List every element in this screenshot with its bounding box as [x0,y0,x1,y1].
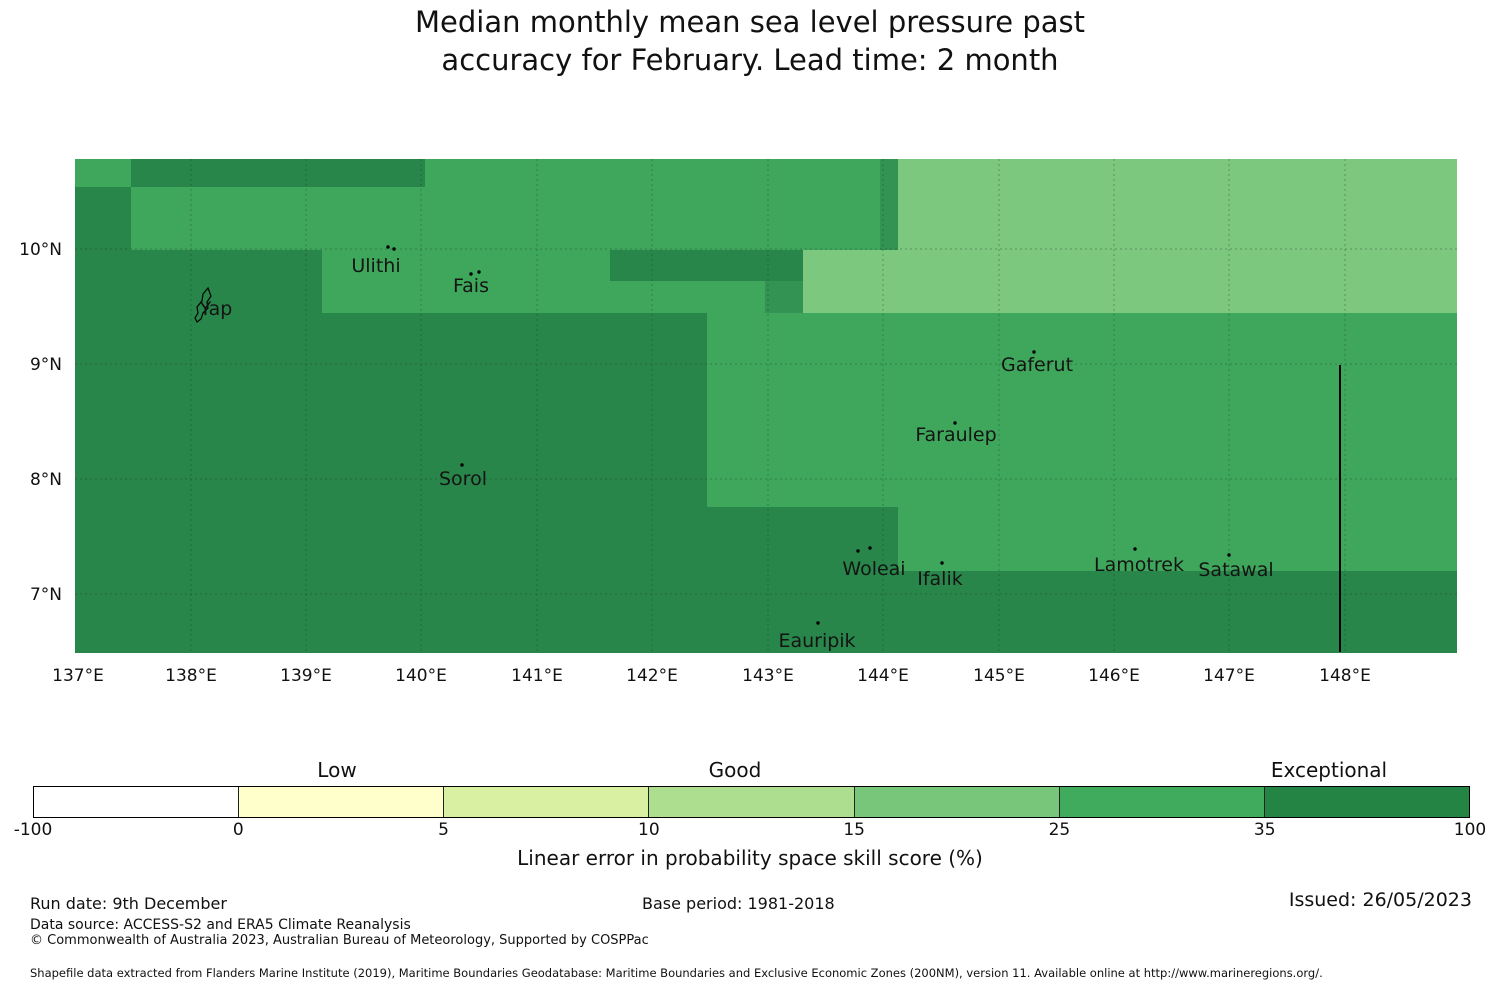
island-marker-dot [953,421,957,425]
base-period-text: Base period: 1981-2018 [642,894,835,913]
y-axis-tick-label: 10°N [19,240,62,260]
colorbar-label-good: Good [708,758,762,782]
skill-region [425,159,880,187]
island-label-gaferut: Gaferut [1001,354,1073,376]
skill-region [610,281,765,313]
island-marker-dot [856,549,860,553]
island-marker-dot [460,463,464,467]
island-marker-dot [1133,547,1137,551]
island-marker-dot [392,247,396,251]
colorbar-segment-2 [444,787,650,817]
data-source-text: Data source: ACCESS-S2 and ERA5 Climate … [30,917,411,933]
skill-region [803,250,1457,313]
y-axis-tick-label: 7°N [30,585,62,605]
colorbar-tick--100: -100 [13,820,53,840]
island-label-yap: Yap [199,298,233,320]
x-axis-tick-label: 146°E [1088,666,1140,686]
island-label-faraulep: Faraulep [915,424,996,446]
colorbar-axis-label: Linear error in probability space skill … [517,846,983,870]
island-marker-dot [1227,553,1231,557]
chart-title-line2: accuracy for February. Lead time: 2 mont… [441,43,1059,77]
shapefile-note-text: Shapefile data extracted from Flanders M… [30,966,1323,980]
skill-region [707,313,1457,507]
skill-region [898,159,1457,250]
x-axis-tick-label: 147°E [1203,666,1255,686]
colorbar-segment-5 [1059,787,1265,817]
island-label-sorol: Sorol [439,468,487,490]
island-label-fais: Fais [453,275,489,297]
skill-region [322,250,610,313]
x-axis-tick-label: 144°E [857,666,909,686]
copyright-text: © Commonwealth of Australia 2023, Austra… [30,933,649,948]
island-label-satawal: Satawal [1198,559,1273,581]
skill-region [898,507,1457,571]
chart-title: Median monthly mean sea level pressure p… [0,3,1500,79]
colorbar-tick-25: 25 [1048,820,1071,840]
y-axis-tick-label: 9°N [30,355,62,375]
island-marker-dot [940,561,944,565]
island-label-eauripik: Eauripik [778,630,855,652]
x-axis-tick-label: 142°E [626,666,678,686]
x-axis-tick-label: 138°E [165,666,217,686]
x-axis-tick-label: 139°E [280,666,332,686]
colorbar [33,786,1470,818]
colorbar-segment-1 [239,787,445,817]
skill-region [880,159,898,250]
colorbar-tick-10: 10 [638,820,660,840]
colorbar-label-exceptional: Exceptional [1270,758,1388,782]
colorbar-segment-4 [854,787,1060,817]
island-label-ulithi: Ulithi [351,255,400,277]
issued-date-text: Issued: 26/05/2023 [1288,889,1472,911]
colorbar-label-low: Low [317,758,357,782]
run-date-text: Run date: 9th December [30,894,227,913]
map-plot: Yap Ulithi Fais Sorol Gaferut Faraulep Woleai I… [19,159,1457,686]
colorbar-segment-3 [649,787,855,817]
chart-title-line1: Median monthly mean sea level pressure p… [415,5,1085,39]
colorbar-segment-6 [1264,787,1469,817]
island-marker-dot [477,270,481,274]
island-label-ifalik: Ifalik [917,568,963,590]
island-marker-dot [868,546,872,550]
colorbar-segment-0 [34,787,240,817]
island-marker-dot [816,621,820,625]
skill-region [131,187,880,250]
skill-region [75,159,131,187]
x-axis-tick-label: 137°E [52,666,104,686]
colorbar-tick-100: 100 [1453,820,1487,840]
island-label-woleai: Woleai [842,558,905,580]
skill-region [765,281,803,313]
x-axis-tick-label: 145°E [973,666,1025,686]
y-axis-tick-label: 8°N [30,470,62,490]
colorbar-tick-15: 15 [843,820,865,840]
colorbar-tick-35: 35 [1253,820,1276,840]
island-marker-dot [1032,350,1036,354]
x-axis-tick-label: 141°E [511,666,563,686]
x-axis-tick-label: 140°E [395,666,447,686]
island-marker-dot [386,245,390,249]
yap-island-outline [194,286,212,323]
colorbar-tick-5: 5 [438,820,449,840]
x-axis-tick-label: 143°E [742,666,794,686]
x-axis-tick-label: 148°E [1319,666,1371,686]
colorbar-tick-0: 0 [232,820,244,840]
island-label-lamotrek: Lamotrek [1094,554,1184,576]
island-marker-dot [469,272,473,276]
